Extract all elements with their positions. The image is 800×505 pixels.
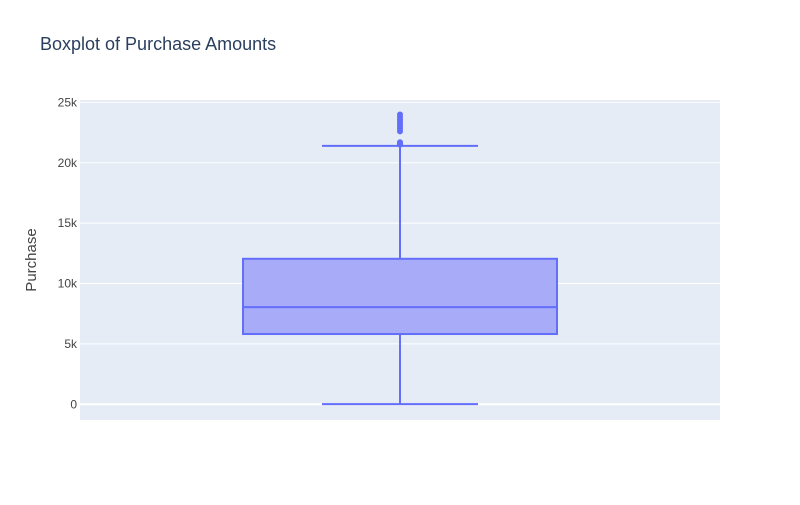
y-tick-label: 5k (64, 337, 78, 351)
y-tick-label: 15k (58, 216, 78, 230)
y-tick-label: 0 (70, 397, 77, 411)
y-tick-label: 25k (58, 95, 78, 109)
outlier-point (397, 139, 403, 146)
outlier-point (397, 111, 403, 118)
y-tick-label: 10k (58, 277, 78, 291)
y-axis-ticks: 0 5k 10k 15k 20k 25k (58, 95, 78, 411)
interquartile-box (242, 257, 558, 336)
chart-title: Boxplot of Purchase Amounts (40, 34, 276, 54)
box-trace (242, 111, 558, 406)
y-tick-label: 20k (58, 156, 78, 170)
y-axis-label: Purchase (23, 228, 40, 291)
